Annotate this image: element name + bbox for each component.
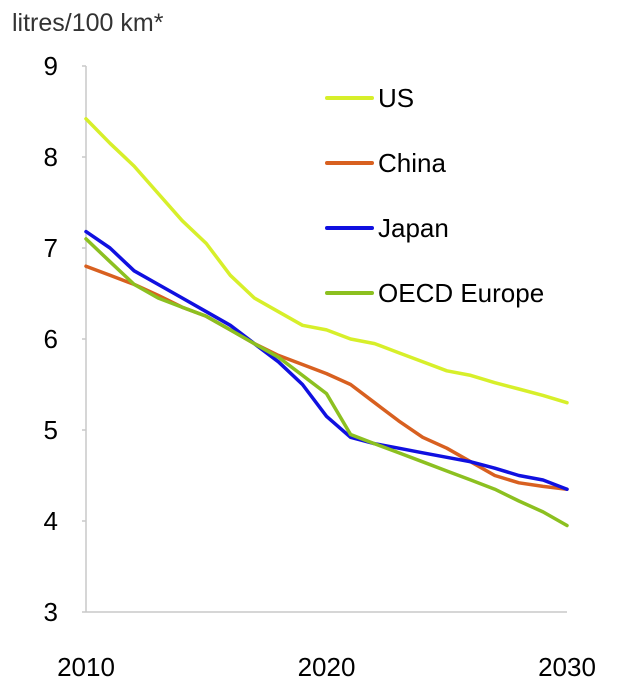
x-tick-label: 2010 (57, 652, 115, 682)
y-tick-label: 8 (44, 142, 58, 172)
y-tick-label: 6 (44, 324, 58, 354)
legend-label: Japan (378, 213, 449, 243)
tick-labels: 3 4 5 6 7 8 9 2010 2020 2030 (44, 51, 596, 682)
y-tick-label: 5 (44, 415, 58, 445)
series-line (84, 229, 569, 491)
x-tick-label: 2030 (538, 652, 596, 682)
axes (82, 65, 567, 613)
y-tick-label: 7 (44, 233, 58, 263)
x-tick-label: 2020 (298, 652, 356, 682)
legend-label: OECD Europe (378, 278, 544, 308)
y-tick-label: 4 (44, 506, 58, 536)
y-tick-label: 9 (44, 51, 58, 81)
legend: US China Japan OECD Europe (325, 83, 544, 308)
series-line (84, 117, 569, 405)
series-line (84, 237, 569, 528)
series-lines (84, 117, 569, 528)
y-axis-label: litres/100 km* (12, 9, 164, 37)
legend-label: China (378, 148, 446, 178)
legend-label: US (378, 83, 414, 113)
y-tick-label: 3 (44, 597, 58, 627)
